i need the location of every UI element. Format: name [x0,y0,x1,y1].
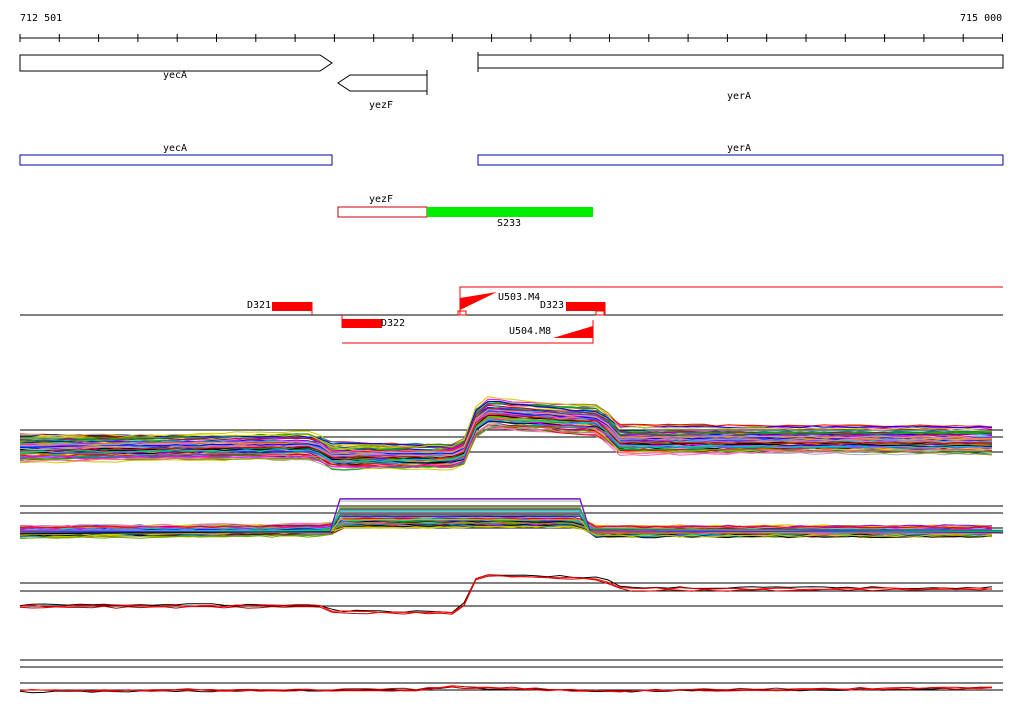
segment-label-S233: S233 [497,218,522,229]
profile-line [19,525,993,538]
gene-track [19,52,1004,95]
feature-mark-U503-a [457,310,467,316]
feature-label-D322: D322 [381,318,406,329]
annotation-track [19,154,1004,166]
gene-arrow-yecA[interactable] [19,54,333,72]
annotation-box-yecA[interactable] [19,154,333,166]
segment-track [337,206,593,218]
profile-line [19,418,993,462]
gene-label-yerA: yerA [727,91,752,102]
profile-line [19,404,992,450]
feature-track [20,286,1003,344]
annotation-box-yerA[interactable] [477,154,1004,166]
profile-line [19,575,993,615]
segment-filled-S233[interactable] [427,207,593,217]
feature-label-D321: D321 [247,300,272,311]
annotation-label-yerA: yerA [727,143,752,154]
feature-box-D321[interactable] [272,302,312,311]
segment-label-yezF: yezF [369,194,394,205]
profile-panel-1 [19,396,1003,471]
segment-outline-yezF[interactable] [337,206,428,218]
expression-profiles [19,396,1004,694]
profile-line [19,418,993,471]
gene-label-yecA: yecA [163,70,188,81]
feature-label-U504: U504.M8 [509,326,552,337]
profile-line [19,686,993,693]
feature-mark-U503-b [595,310,605,316]
gene-box-yerA[interactable] [477,54,1004,69]
profile-line [19,686,993,694]
annotation-label-yecA: yecA [163,143,188,154]
profile-line [19,498,1004,533]
profile-line [19,414,992,459]
ruler-start-label: 712 501 [20,13,63,24]
profile-panel-2 [19,498,1004,540]
feature-wedge-U504 [553,326,593,338]
profile-line [19,574,993,614]
feature-wedge-U503 [460,292,497,310]
profile-line [19,517,993,529]
profile-line [19,409,993,455]
profile-line [19,396,993,450]
profile-line [19,574,993,614]
profile-line [19,403,993,446]
feature-box-D322[interactable] [342,319,382,328]
profile-line [19,425,993,464]
feature-box-D323[interactable] [566,302,605,311]
feature-label-D323: D323 [540,300,565,311]
gene-arrow-yezF[interactable] [337,74,428,92]
profile-panel-4 [19,659,1003,694]
profile-line [19,417,993,463]
feature-label-U503: U503.M4 [498,292,541,303]
profile-line [19,410,993,456]
gene-label-yezF: yezF [369,100,394,111]
profile-panel-3 [19,574,1003,615]
ruler-end-label: 715 000 [960,13,1003,24]
coordinate-ruler [19,34,1003,42]
